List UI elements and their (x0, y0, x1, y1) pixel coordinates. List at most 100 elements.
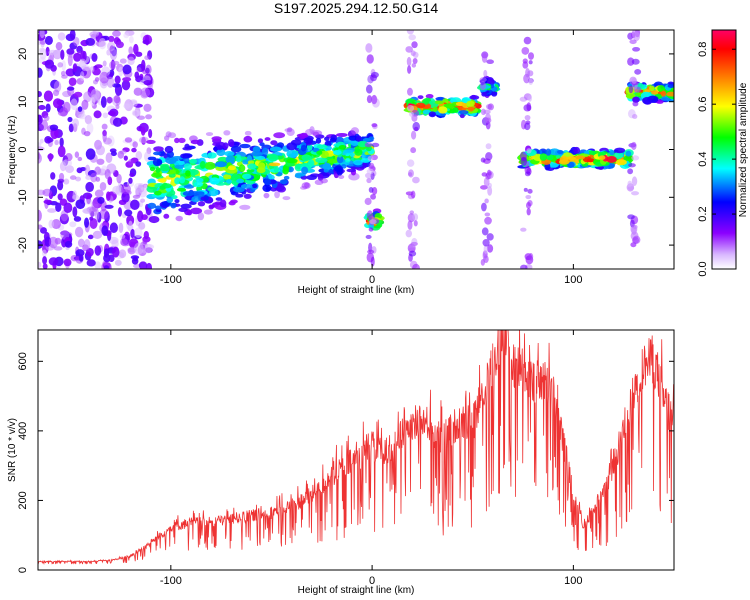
spectrogram-cell (93, 110, 102, 119)
spectrogram-cell (43, 115, 50, 122)
spectrogram-cell (269, 146, 282, 152)
spectrogram-cell (438, 106, 448, 114)
spectrogram-cell (57, 32, 66, 41)
spectrogram-cell (242, 159, 250, 165)
colorbar-label: Normalized spectral amplitude (738, 82, 749, 217)
spectrogram-cell (85, 175, 92, 181)
spectrogram-cell (157, 178, 167, 183)
spectrogram-cell (203, 209, 213, 215)
spectrogram-cell (525, 201, 531, 209)
spectrogram-cell (408, 250, 417, 257)
spectrogram-cell (239, 204, 251, 210)
spectrogram-cell (356, 135, 362, 142)
spectrogram-cell (176, 187, 187, 192)
spectrogram-cell (144, 55, 150, 61)
spectrogram-cell (94, 189, 104, 198)
spectrogram-cell (301, 166, 309, 175)
spectrogram-cell (303, 137, 314, 144)
spectrogram-cell (324, 136, 330, 142)
spectrogram-cell (410, 241, 418, 246)
spectrogram-cell (124, 137, 133, 143)
spectrogram-cell (366, 54, 374, 64)
spectrogram-cell (61, 60, 66, 72)
spectrogram-cell (557, 150, 564, 155)
spectrogram-cell (251, 150, 263, 157)
spectrogram-cell (38, 91, 42, 98)
spectrogram-cell (117, 207, 123, 217)
spectrogram-cell (300, 132, 308, 137)
spectrogram-cell (487, 171, 492, 176)
spectrogram-cell (106, 49, 111, 56)
spectrogram-cell (178, 137, 186, 143)
spectrogram-cell (42, 263, 48, 269)
spectrogram-cell (443, 103, 456, 109)
spectrogram-y-tick-label: 10 (17, 96, 29, 108)
spectrogram-cell (38, 224, 43, 230)
spectrogram-cell (282, 167, 289, 175)
spectrogram-cell (315, 137, 322, 144)
spectrogram-cell (575, 155, 586, 160)
spectrogram-cell (164, 145, 174, 154)
spectrogram-cell (197, 212, 205, 221)
spectrogram-cell (112, 30, 121, 37)
spectrogram-cell (222, 142, 229, 150)
spectrogram-cell (131, 109, 141, 117)
spectrogram-cell (128, 220, 133, 231)
spectrogram-cell (274, 191, 280, 199)
spectrogram-cell (148, 215, 160, 224)
spectrogram-cell (121, 79, 131, 91)
spectrogram-cell (149, 166, 156, 172)
colorbar-tick-label: 0.4 (697, 151, 709, 166)
colorbar-ticks: 0.0 0.2 0.4 0.6 0.8 (697, 42, 736, 277)
spectrogram-cell (69, 221, 77, 228)
spectrogram-cell (44, 59, 55, 69)
spectrogram-cell (83, 238, 91, 251)
spectrogram-cell (57, 180, 64, 191)
spectrogram-cell (480, 108, 486, 116)
spectrogram-y-tick-label: -10 (17, 189, 29, 205)
spectrogram-cell (452, 107, 459, 113)
spectrogram-cell (55, 42, 63, 51)
spectrogram-cell (631, 96, 640, 103)
spectrogram-cell (247, 160, 255, 165)
spectrogram-cell (434, 100, 444, 105)
spectrogram-cell (270, 140, 278, 146)
spectrogram-cell (99, 71, 110, 84)
spectrogram-cell (89, 218, 98, 229)
spectrogram-y-ticks: -20 -10 0 10 20 (17, 48, 674, 253)
spectrogram-cell (129, 100, 138, 108)
spectrogram-cell (405, 229, 413, 238)
spectrogram-cell (466, 100, 475, 107)
spectrogram-cell (123, 155, 128, 161)
spectrogram-x-tick-label: 0 (369, 274, 375, 286)
spectrogram-cell (133, 43, 139, 55)
spectrogram-cell (235, 193, 244, 198)
spectrogram-cell (38, 209, 42, 222)
chart-title: S197.2025.294.12.50.G14 (274, 0, 438, 16)
spectrogram-cell (155, 167, 161, 174)
spectrogram-cell (110, 151, 117, 157)
spectrogram-cell (528, 60, 533, 65)
spectrogram-cell (625, 92, 636, 99)
spectrogram-cell (123, 103, 131, 109)
spectrogram-cell (366, 177, 372, 184)
spectrogram-cell (154, 205, 162, 210)
spectrogram-cell (183, 184, 195, 189)
spectrogram-cell (180, 203, 192, 209)
spectrogram-cell (121, 184, 131, 195)
spectrogram-cell (336, 155, 344, 164)
spectrogram-cell (483, 177, 490, 187)
spectrogram-cell (132, 194, 141, 199)
spectrogram-cell (53, 80, 62, 93)
spectrogram-cell (42, 188, 53, 197)
spectrogram-cell (370, 95, 378, 105)
spectrogram-cell (130, 228, 135, 239)
spectrogram-cell (527, 70, 534, 77)
spectrogram-cell (189, 169, 199, 176)
spectrogram-cell (39, 47, 45, 53)
snr-frame (37, 329, 675, 571)
spectrogram-cell (89, 31, 100, 38)
spectrogram-cell (261, 147, 269, 156)
spectrogram-cell (145, 114, 153, 120)
colorbar-tick-label: 0.8 (697, 42, 709, 57)
